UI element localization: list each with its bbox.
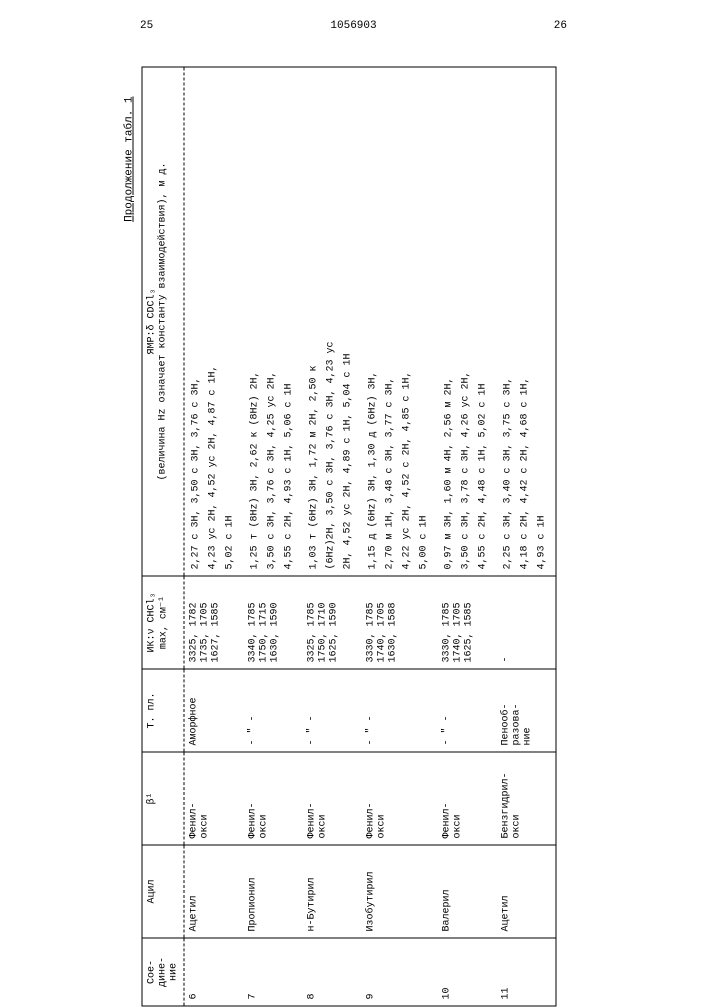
cell-nmr: 1,25 т (8Hz) 3H, 2,62 к (8Hz) 2H,3,50 с …: [244, 67, 303, 576]
cell-ir: -: [497, 576, 557, 669]
col-header-compound: Сое-дине-ние: [142, 938, 184, 1006]
data-table: Сое-дине-ние Ацил β¹ Т. пл. ИК:ν CHCl₃ m…: [142, 67, 557, 1007]
nmr-line: 4,55 с 2H, 4,48 с 1H, 5,02 с 1H: [476, 74, 491, 570]
table-row: 8н-БутирилФенил-окси- " -3325, 17851750,…: [303, 67, 362, 1006]
nmr-line: 2,25 с 3H, 3,40 с 3H, 3,75 с 3H,: [501, 74, 516, 570]
table-row: 11АцетилБензгидрил-оксиПенооб-разова-ние…: [497, 67, 557, 1006]
cell-compound: 9: [362, 938, 438, 1006]
cell-compound: 10: [438, 938, 497, 1006]
cell-mp: - " -: [362, 669, 438, 752]
cell-ir: 3330, 17851740, 17051625, 1585: [438, 576, 497, 669]
cell-nmr: 1,15 д (6Hz) 3H, 1,30 д (6Hz) 3H,2,70 м …: [362, 67, 438, 576]
cell-compound: 11: [497, 938, 557, 1006]
cell-acyl: Пропионил: [244, 845, 303, 938]
nmr-line: 1,25 т (8Hz) 3H, 2,62 к (8Hz) 2H,: [248, 74, 263, 570]
nmr-line: 2H, 4,52 ус 2H, 4,89 с 1H, 5,04 с 1H: [341, 74, 356, 570]
table-row: 10ВалерилФенил-окси- " -3330, 17851740, …: [438, 67, 497, 1006]
col-header-mp: Т. пл.: [142, 669, 184, 752]
col-header-nmr: ЯМР:δ CDCl₃(величина Hz означает констан…: [142, 67, 184, 576]
nmr-line: 5,00 с 1H: [417, 74, 432, 570]
nmr-line: 4,93 с 1H: [535, 74, 550, 570]
nmr-line: 2,27 с 3H, 3,50 с 3H, 3,76 с 3H,: [189, 74, 204, 570]
nmr-line: 4,22 ус 2H, 4,52 с 2H, 4,85 с 1H,: [400, 74, 415, 570]
nmr-line: 1,15 д (6Hz) 3H, 1,30 д (6Hz) 3H,: [366, 74, 381, 570]
cell-mp: - " -: [438, 669, 497, 752]
cell-compound: 7: [244, 938, 303, 1006]
nmr-line: 5,02 с 1H: [223, 74, 238, 570]
cell-beta: Фенил-окси: [244, 752, 303, 845]
cell-acyl: Ацетил: [497, 845, 557, 938]
cell-acyl: н-Бутирил: [303, 845, 362, 938]
cell-compound: 8: [303, 938, 362, 1006]
table-row: 7ПропионилФенил-окси- " -3340, 17851750,…: [244, 67, 303, 1006]
cell-acyl: Валерил: [438, 845, 497, 938]
nmr-line: (6Hz)2H, 3,50 с 3H, 3,76 с 3H, 4,23 ус: [324, 74, 339, 570]
page-number-right: 26: [554, 20, 567, 32]
cell-nmr: 2,27 с 3H, 3,50 с 3H, 3,76 с 3H,4,23 ус …: [184, 67, 244, 576]
cell-ir: 3330, 17851740, 17051630, 1588: [362, 576, 438, 669]
col-header-ir: ИК:ν CHCl₃ max, см⁻¹: [142, 576, 184, 669]
cell-acyl: Изобутирил: [362, 845, 438, 938]
cell-nmr: 1,03 т (6Hz) 3H, 1,72 м 2H, 2,50 к(6Hz)2…: [303, 67, 362, 576]
nmr-line: 4,23 ус 2H, 4,52 ус 2H, 4,87 с 1H,: [206, 74, 221, 570]
cell-beta: Фенил-окси: [362, 752, 438, 845]
cell-ir: 3325, 17821735, 17051627, 1585: [184, 576, 244, 669]
document-number: 1056903: [330, 20, 376, 32]
cell-beta: Фенил-окси: [184, 752, 244, 845]
cell-mp: Аморфное: [184, 669, 244, 752]
nmr-line: 2,70 м 1H, 3,48 с 3H, 3,77 с 3H,: [383, 74, 398, 570]
table-caption: Продолжение табл. 1: [124, 67, 136, 1007]
nmr-line: 0,97 м 3H, 1,60 м 4H, 2,56 м 2H,: [442, 74, 457, 570]
cell-compound: 6: [184, 938, 244, 1006]
cell-acyl: Ацетил: [184, 845, 244, 938]
cell-nmr: 2,25 с 3H, 3,40 с 3H, 3,75 с 3H,4,18 с 2…: [497, 67, 557, 576]
cell-nmr: 0,97 м 3H, 1,60 м 4H, 2,56 м 2H,3,50 с 3…: [438, 67, 497, 576]
cell-ir: 3340, 17851750, 17151630, 1590: [244, 576, 303, 669]
nmr-line: 4,55 с 2H, 4,93 с 1H, 5,06 с 1H: [282, 74, 297, 570]
nmr-line: 4,18 с 2H, 4,42 с 2H, 4,68 с 1H,: [518, 74, 533, 570]
cell-beta: Фенил-окси: [438, 752, 497, 845]
table-container: Продолжение табл. 1 Сое-дине-ние Ацил β¹…: [124, 67, 557, 1007]
cell-mp: Пенооб-разова-ние: [497, 669, 557, 752]
col-header-beta: β¹: [142, 752, 184, 845]
nmr-line: 3,50 с 3H, 3,78 с 3H, 4,26 ус 2H,: [459, 74, 474, 570]
cell-beta: Бензгидрил-окси: [497, 752, 557, 845]
table-row: 6АцетилФенил-оксиАморфное3325, 17821735,…: [184, 67, 244, 1006]
table-row: 9ИзобутирилФенил-окси- " -3330, 17851740…: [362, 67, 438, 1006]
nmr-line: 1,03 т (6Hz) 3H, 1,72 м 2H, 2,50 к: [307, 74, 322, 570]
col-header-acyl: Ацил: [142, 845, 184, 938]
cell-mp: - " -: [244, 669, 303, 752]
cell-mp: - " -: [303, 669, 362, 752]
cell-beta: Фенил-окси: [303, 752, 362, 845]
page-number-left: 25: [140, 20, 153, 32]
nmr-line: 3,50 с 3H, 3,76 с 3H, 4,25 ус 2H,: [265, 74, 280, 570]
cell-ir: 3325, 17851750, 17101625, 1590: [303, 576, 362, 669]
page-header: 25 1056903 26: [20, 20, 687, 32]
